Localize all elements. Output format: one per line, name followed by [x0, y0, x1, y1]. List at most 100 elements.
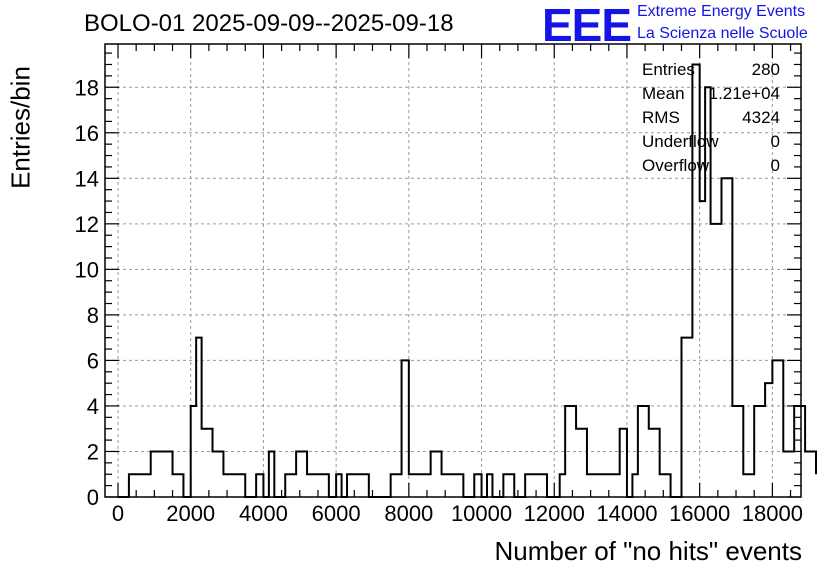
- histogram-bin: [576, 429, 587, 497]
- grid-lines: [105, 44, 801, 497]
- histogram-bin: [213, 451, 224, 497]
- y-tick-label: 0: [87, 485, 99, 510]
- y-tick-label: 16: [75, 121, 99, 146]
- eee-logo: EEE: [542, 0, 632, 51]
- y-tick-label: 14: [75, 166, 99, 191]
- histogram-bin: [474, 474, 481, 497]
- histogram-bin: [402, 360, 409, 497]
- stats-box: Entries 280 Mean 1.21e+04 RMS 4324 Under…: [642, 58, 780, 178]
- histogram-bin: [721, 178, 732, 497]
- histogram-bin: [783, 451, 794, 497]
- histogram-bin: [632, 474, 637, 497]
- histogram-bin: [347, 474, 358, 497]
- underflow-value: 0: [770, 132, 780, 151]
- x-tick-label: 10000: [451, 501, 512, 526]
- histogram-bin: [525, 474, 536, 497]
- histogram-bin: [269, 451, 274, 497]
- histogram-bin: [609, 474, 620, 497]
- histogram-bin: [129, 474, 140, 497]
- histogram-bin: [565, 406, 576, 497]
- x-tick-label: 12000: [524, 501, 585, 526]
- histogram-bin: [754, 406, 765, 497]
- histogram-bin: [202, 429, 213, 497]
- histogram-bin: [442, 474, 453, 497]
- entries-label: Entries: [642, 60, 695, 79]
- histogram-bin: [336, 474, 341, 497]
- x-tick-label: 4000: [239, 501, 288, 526]
- histogram-bin: [560, 474, 565, 497]
- histogram-bin: [587, 474, 598, 497]
- histogram-bin: [285, 474, 296, 497]
- histogram-bin: [711, 224, 722, 497]
- histogram-bin: [620, 429, 627, 497]
- histogram-bin: [452, 474, 463, 497]
- histogram-bin: [681, 338, 692, 497]
- mean-value: 1.21e+04: [708, 84, 780, 103]
- histogram-bin: [772, 360, 777, 497]
- histogram-bin: [732, 406, 743, 497]
- histogram-bin: [700, 201, 705, 497]
- histogram-bin: [487, 474, 492, 497]
- histogram-bin: [358, 474, 369, 497]
- histogram-bin: [431, 451, 442, 497]
- y-tick-label: 8: [87, 303, 99, 328]
- histogram-bin: [420, 474, 431, 497]
- histogram-bin: [598, 474, 609, 497]
- overflow-label: Overflow: [642, 156, 710, 175]
- y-tick-label: 6: [87, 348, 99, 373]
- x-tick-label: 6000: [312, 501, 361, 526]
- x-tick-label: 2000: [166, 501, 215, 526]
- histogram-bin: [151, 451, 162, 497]
- y-axis-label: Entries/bin: [5, 66, 36, 189]
- plot-frame: [104, 43, 802, 498]
- y-tick-label: 10: [75, 257, 99, 282]
- histogram-bin: [778, 360, 783, 497]
- y-tick-label: 4: [87, 394, 99, 419]
- histogram-bin: [503, 474, 514, 497]
- histogram-bin: [660, 474, 671, 497]
- stats-entries: Entries 280: [642, 58, 780, 82]
- histogram-bin: [318, 474, 329, 497]
- x-axis-label: Number of "no hits" events: [494, 536, 803, 566]
- histogram-bin: [191, 406, 196, 497]
- histogram-bin: [234, 474, 245, 497]
- logo-line-1: Extreme Energy Events: [637, 3, 806, 20]
- y-tick-label: 12: [75, 212, 99, 237]
- rms-value: 4324: [742, 108, 780, 127]
- x-tick-label: 8000: [384, 501, 433, 526]
- stats-rms: RMS 4324: [642, 106, 780, 130]
- histogram-bin: [391, 474, 402, 497]
- x-tick-label: 0: [112, 501, 124, 526]
- histogram-bin: [196, 338, 201, 497]
- histogram-bin: [638, 406, 649, 497]
- y-tick-label: 2: [87, 439, 99, 464]
- x-tick-label: 14000: [596, 501, 657, 526]
- underflow-label: Underflow: [642, 132, 719, 151]
- logo-line-2: La Scienza nelle Scuole: [637, 25, 808, 42]
- histogram-bin: [223, 474, 234, 497]
- histogram-bin: [536, 474, 547, 497]
- x-tick-label: 18000: [742, 501, 803, 526]
- entries-value: 280: [751, 60, 780, 79]
- x-tick-label: 16000: [669, 501, 730, 526]
- histogram-bin: [414, 474, 419, 497]
- stats-underflow: Underflow 0: [642, 130, 780, 154]
- histogram-bin: [409, 474, 414, 497]
- x-tick-labels: 0 2000 4000 6000 8000 10000 12000 14000 16000 180…: [112, 501, 803, 526]
- histogram-bin: [296, 451, 307, 497]
- histogram-bin: [162, 451, 173, 497]
- stats-overflow: Overflow 0: [642, 154, 780, 178]
- histogram-bin: [140, 474, 151, 497]
- overflow-value: 0: [770, 156, 780, 175]
- histogram-bin: [805, 451, 816, 497]
- histogram-bin: [649, 429, 660, 497]
- axis-ticks: [105, 44, 801, 498]
- histogram-bin: [307, 474, 318, 497]
- stats-mean: Mean 1.21e+04: [642, 82, 780, 106]
- rms-label: RMS: [642, 108, 680, 127]
- histogram-bin: [256, 474, 263, 497]
- y-tick-label: 18: [75, 75, 99, 100]
- histogram-bin: [743, 474, 754, 497]
- mean-label: Mean: [642, 84, 685, 103]
